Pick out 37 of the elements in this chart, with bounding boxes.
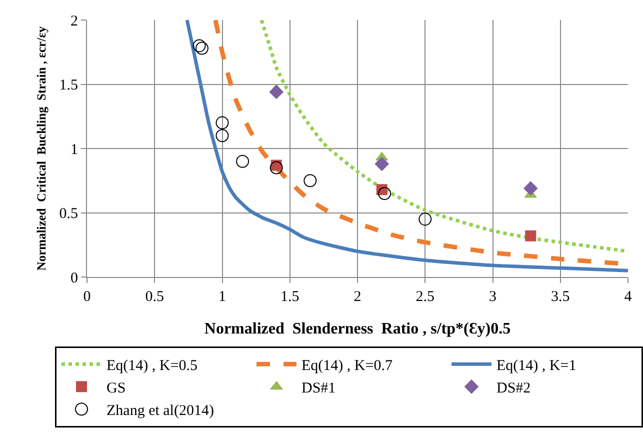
- legend-label: DS#1: [302, 380, 336, 396]
- point: [216, 129, 229, 142]
- x-tick-label: 1.5: [280, 289, 300, 305]
- x-axis-title: Normalized Slenderness Ratio , s/tp*(Ɛy)0.5: [204, 320, 511, 338]
- legend-label: Eq(14) , K=1: [496, 358, 576, 374]
- x-tick-label: 4: [624, 289, 632, 305]
- point: [304, 174, 317, 188]
- line-series: [260, 20, 628, 254]
- legend-label: GS: [106, 380, 126, 396]
- y-tick-label: 0: [70, 270, 78, 286]
- point: [270, 161, 283, 174]
- point: [192, 39, 206, 52]
- y-tick-label: 2: [70, 13, 78, 30]
- legend-label: DS#2: [496, 380, 531, 396]
- point: [195, 42, 208, 55]
- point: [378, 186, 392, 200]
- legend-label: Eq(14) , K=0.5: [106, 358, 198, 374]
- y-tick-label: 0.5: [59, 206, 78, 222]
- x-tick-label: 2.5: [416, 289, 435, 305]
- y-tick-label: 1.5: [59, 78, 78, 94]
- point: [418, 212, 432, 226]
- point: [216, 116, 229, 130]
- legend-label: Eq(14) , K=0.7: [302, 358, 393, 374]
- point: [236, 154, 250, 168]
- y-tick-label: 1: [70, 142, 78, 158]
- x-tick-label: 3: [489, 289, 496, 305]
- legend-label: Zhang et al(2014): [106, 402, 214, 419]
- point: [269, 84, 284, 99]
- x-tick-label: 0.5: [145, 289, 164, 305]
- point: [374, 156, 389, 171]
- x-tick-label: 2: [354, 289, 362, 305]
- x-tick-label: 3.5: [551, 289, 570, 305]
- y-axis-title: Normalized Critical Buckling Strain , εcr/εy: [34, 26, 48, 271]
- x-tick-label: 1: [218, 289, 226, 305]
- point: [525, 230, 536, 242]
- x-tick-label: 0: [83, 289, 91, 305]
- point: [524, 181, 538, 196]
